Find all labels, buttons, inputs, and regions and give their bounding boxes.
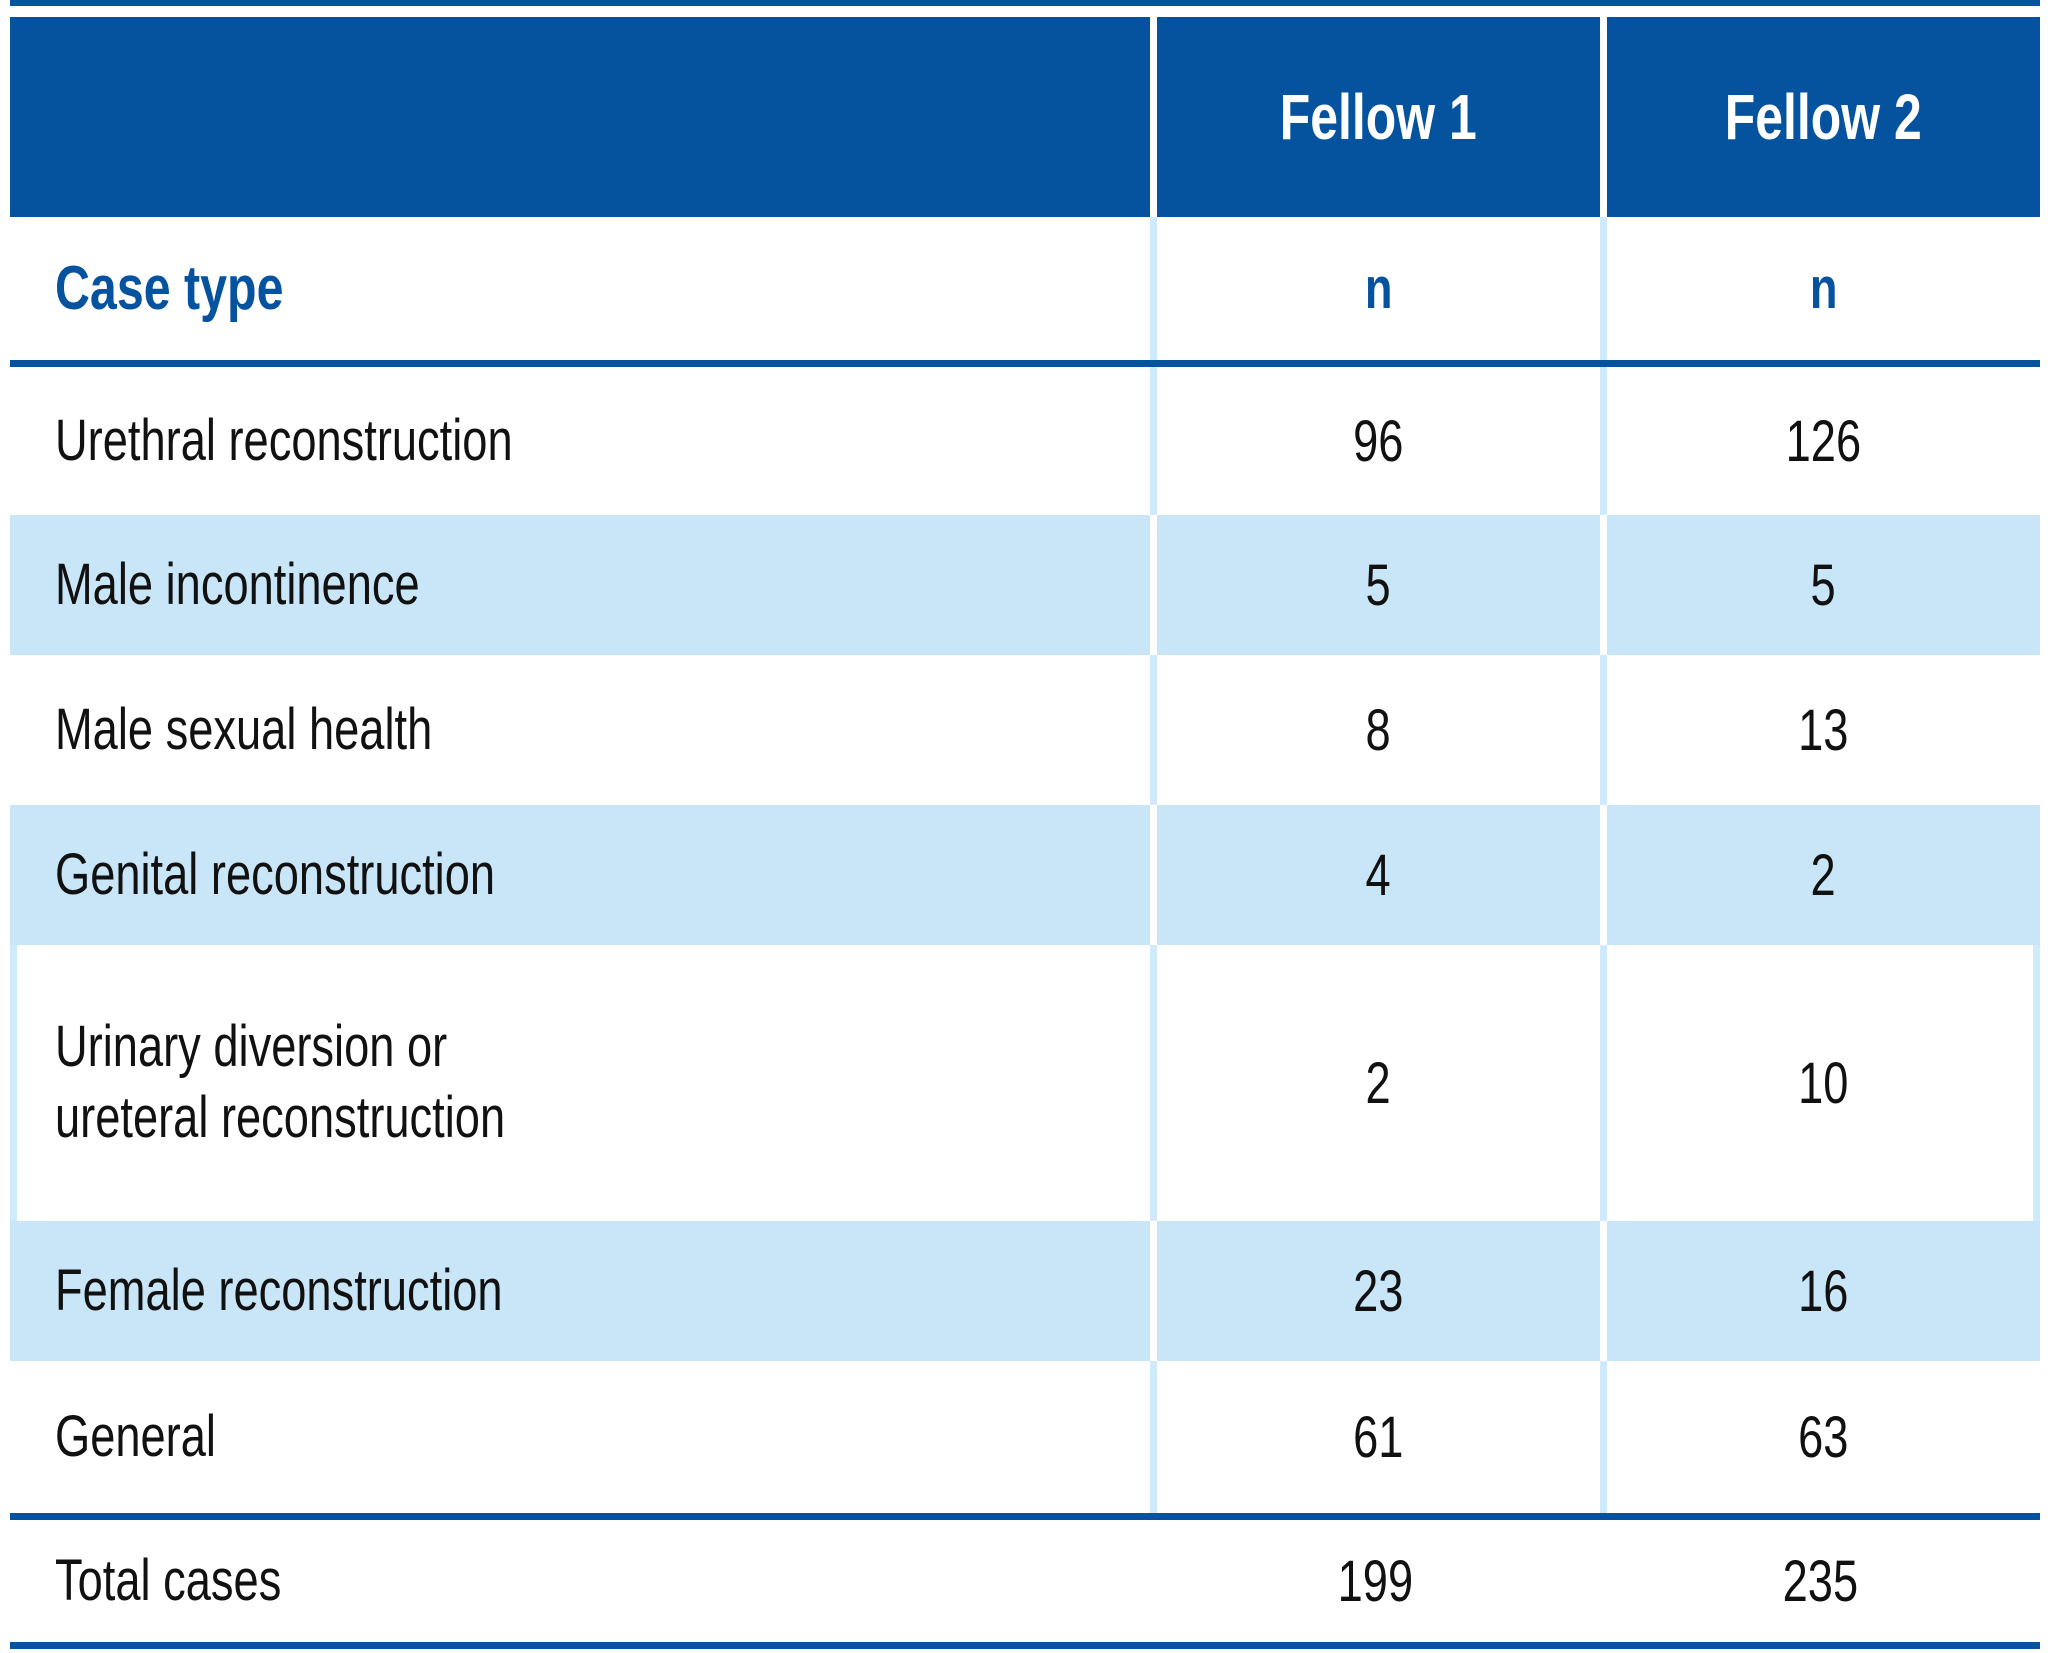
- bottom-rule: [10, 1642, 2040, 1649]
- case-type-label: Female reconstruction: [55, 1257, 503, 1323]
- fellow2-column-header: Fellow 2: [1725, 81, 1922, 153]
- top-rule: [10, 0, 2040, 6]
- fellow1-value: 8: [1365, 697, 1392, 763]
- fellow2-value: 13: [1798, 697, 1849, 763]
- n-label-fellow1: n: [1364, 256, 1393, 321]
- fellow2-value-cell: 16: [1600, 1221, 2040, 1361]
- case-type-label: Male incontinence: [55, 551, 420, 617]
- fellow2-value: 16: [1798, 1258, 1849, 1324]
- fellow1-value: 23: [1353, 1258, 1404, 1324]
- case-type-cell: Urethral reconstruction: [10, 406, 1150, 477]
- fellow2-value-cell: 63: [1600, 1361, 2040, 1513]
- fellow1-value-cell: 61: [1150, 1361, 1600, 1513]
- fellow1-value-cell: 2: [1150, 945, 1600, 1221]
- fellow2-value-cell: 126: [1600, 367, 2040, 515]
- fellow2-value: 5: [1810, 552, 1837, 618]
- total-label: Total cases: [55, 1547, 282, 1613]
- case-type-cell: General: [10, 1402, 1150, 1473]
- case-type-cell: Female reconstruction: [10, 1256, 1150, 1327]
- fellow2-value-cell: 13: [1600, 655, 2040, 805]
- table-row-genital-reconstruction: Genital reconstruction 4 2: [10, 805, 2040, 945]
- total-rule: [10, 1513, 2040, 1520]
- case-type-label: General: [55, 1403, 216, 1469]
- fellow2-value-cell: 2: [1600, 805, 2040, 945]
- fellow1-value-cell: 8: [1150, 655, 1600, 805]
- fellow1-value-cell: 4: [1150, 805, 1600, 945]
- n-label-fellow2: n: [1809, 256, 1838, 321]
- table-row-total-cases: Total cases 199 235: [10, 1520, 2040, 1642]
- table-row-urinary-diversion: Urinary diversion or ureteral reconstruc…: [10, 945, 2040, 1221]
- total-label-cell: Total cases: [10, 1546, 1150, 1617]
- total-fellow1-value: 199: [1337, 1548, 1413, 1614]
- case-type-cell: Genital reconstruction: [10, 840, 1150, 911]
- table-row-female-reconstruction: Female reconstruction 23 16: [10, 1221, 2040, 1361]
- fellow2-value: 63: [1798, 1404, 1849, 1470]
- header-fellow1-cell: Fellow 1: [1150, 17, 1600, 217]
- table-row-male-incontinence: Male incontinence 5 5: [10, 515, 2040, 655]
- total-fellow2-cell: 235: [1600, 1520, 2040, 1642]
- fellow1-value-cell: 23: [1150, 1221, 1600, 1361]
- fellow1-value: 5: [1365, 552, 1392, 618]
- table-row-male-sexual-health: Male sexual health 8 13: [10, 655, 2040, 805]
- fellow2-value: 10: [1798, 1050, 1849, 1116]
- case-type-cell: Male sexual health: [10, 695, 1150, 766]
- total-fellow2-value: 235: [1782, 1548, 1858, 1614]
- case-type-label: Urinary diversion or ureteral reconstruc…: [55, 1014, 506, 1150]
- case-type-label: Male sexual health: [55, 696, 433, 762]
- fellow1-value: 96: [1353, 408, 1404, 474]
- subheader-rule: [10, 360, 2040, 367]
- case-type-label: Genital reconstruction: [55, 841, 496, 907]
- fellow1-value: 4: [1365, 842, 1392, 908]
- case-type-cell: Urinary diversion or ureteral reconstruc…: [10, 1012, 1150, 1154]
- n-fellow2-cell: n: [1600, 217, 2040, 360]
- fellow1-value: 61: [1353, 1404, 1404, 1470]
- case-type-column-header: Case type: [55, 254, 284, 323]
- case-type-header-cell: Case type: [10, 253, 1150, 324]
- fellow1-value-cell: 5: [1150, 515, 1600, 655]
- fellow1-column-header: Fellow 1: [1280, 81, 1477, 153]
- fellow1-value-cell: 96: [1150, 367, 1600, 515]
- fellow2-value-cell: 10: [1600, 945, 2040, 1221]
- fellow2-value: 126: [1785, 408, 1862, 474]
- table-header-row: Fellow 1 Fellow 2: [10, 17, 2040, 217]
- total-fellow1-cell: 199: [1150, 1520, 1600, 1642]
- case-type-cell: Male incontinence: [10, 550, 1150, 621]
- fellow2-value: 2: [1810, 842, 1837, 908]
- fellow2-value-cell: 5: [1600, 515, 2040, 655]
- case-type-label: Urethral reconstruction: [55, 407, 513, 473]
- n-fellow1-cell: n: [1150, 217, 1600, 360]
- fellow1-value: 2: [1365, 1050, 1392, 1116]
- table-row-general: General 61 63: [10, 1361, 2040, 1513]
- table-subheader-row: Case type n n: [10, 217, 2040, 360]
- table-row-urethral-reconstruction: Urethral reconstruction 96 126: [10, 367, 2040, 515]
- header-fellow2-cell: Fellow 2: [1600, 17, 2040, 217]
